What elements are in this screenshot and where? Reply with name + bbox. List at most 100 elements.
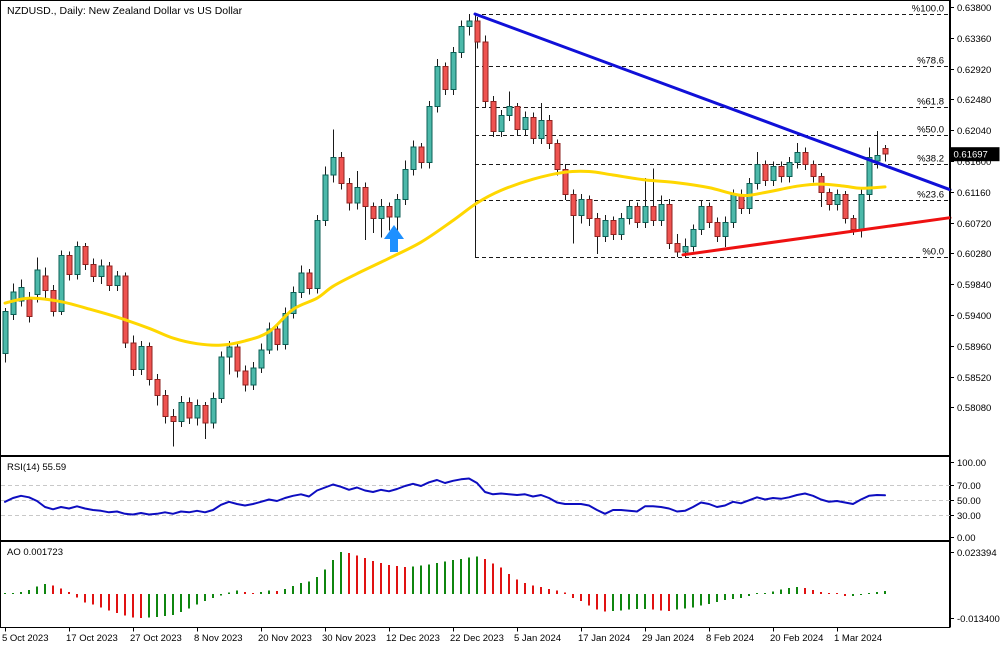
date-axis-label: 8 Nov 2023: [194, 633, 243, 644]
candle: [602, 214, 609, 243]
candle: [194, 399, 201, 426]
candle-body-bear: [610, 220, 617, 235]
candle: [522, 111, 529, 136]
candle: [698, 200, 705, 236]
rsi-panel[interactable]: 100.00 70.00 50.00 30.00 0.00: [1, 458, 986, 544]
candle-body-bull: [578, 199, 585, 217]
candle-body-bull: [626, 206, 633, 219]
candle-body-bull: [298, 272, 305, 294]
price-axis-label: 0.63360: [957, 34, 991, 45]
candle: [138, 340, 145, 376]
fib-level-label: %61.8: [917, 97, 944, 108]
candle: [330, 129, 337, 183]
candle: [786, 156, 793, 183]
candle-body-bear: [338, 157, 345, 184]
candle-body-bear: [714, 222, 721, 238]
candle-body-bull: [282, 313, 289, 345]
date-axis[interactable]: 5 Oct 2023 17 Oct 2023 27 Oct 2023 8 Nov 20…: [2, 627, 882, 645]
candle-body-bull: [786, 161, 793, 177]
candle: [666, 198, 673, 250]
candle: [498, 109, 505, 138]
candle-body-bull: [722, 222, 729, 238]
candle-body-bull: [426, 105, 433, 163]
candle-body-bear: [106, 265, 113, 287]
candle-body-bear: [234, 346, 241, 372]
candle: [106, 261, 113, 292]
candle-body-bull: [290, 292, 297, 315]
candle-body-bear: [42, 275, 49, 291]
candle-body-bull: [178, 402, 185, 422]
candle-body-bear: [202, 404, 209, 424]
candle: [314, 214, 321, 294]
candle-body-bear: [810, 164, 817, 177]
candle: [690, 224, 697, 252]
candle: [162, 389, 169, 424]
date-axis-label: 17 Jan 2024: [578, 633, 630, 644]
date-axis-label: 12 Dec 2023: [386, 633, 440, 644]
candle-body-bull: [690, 229, 697, 247]
candle: [562, 163, 569, 201]
candle: [394, 193, 401, 234]
candle: [266, 322, 273, 355]
candle: [178, 396, 185, 427]
candle-body-bull: [618, 217, 625, 235]
trendline-ascending-support[interactable]: [681, 216, 952, 257]
candle: [242, 365, 249, 392]
moving-average-line[interactable]: [3, 169, 887, 347]
candles-layer: [2, 14, 889, 447]
buy-arrow-icon[interactable]: [384, 225, 404, 252]
rsi-panel-border: [0, 456, 950, 541]
candle-body-bear: [530, 117, 537, 140]
date-axis-label: 20 Feb 2024: [770, 633, 823, 644]
candle-body-bull: [98, 265, 105, 277]
candle-body-bear: [850, 217, 857, 231]
candle: [490, 95, 497, 138]
candle: [530, 112, 537, 145]
candle-body-bull: [602, 220, 609, 238]
candle: [298, 265, 305, 299]
candle: [402, 160, 409, 206]
candle: [378, 198, 385, 238]
candle-body-bull: [378, 206, 385, 219]
trendline-descending-resistance[interactable]: [473, 12, 952, 192]
candle-body-bull: [266, 328, 273, 351]
candle: [42, 267, 49, 299]
candle-body-bear: [842, 194, 849, 219]
date-axis-label: 27 Oct 2023: [130, 633, 182, 644]
candle: [234, 342, 241, 378]
candle: [426, 100, 433, 169]
date-axis-label: 20 Nov 2023: [258, 633, 312, 644]
candle-body-bear: [570, 194, 577, 217]
candle-body-bull: [874, 154, 881, 162]
candle: [570, 189, 577, 244]
candle: [74, 241, 81, 280]
current-price-value: 0.61697: [954, 150, 988, 161]
candle-body-bull: [730, 194, 737, 224]
candle-body-bull: [194, 404, 201, 419]
candle: [258, 343, 265, 374]
candle-body-bear: [514, 105, 521, 131]
candle-body-bull: [218, 356, 225, 399]
price-axis-label: 0.59840: [957, 280, 991, 291]
candle: [762, 160, 769, 187]
candle-body-bear: [802, 152, 809, 166]
candle: [514, 102, 521, 136]
candle: [714, 217, 721, 243]
candle-body-bull: [770, 166, 777, 182]
candle: [250, 361, 257, 390]
candle-body-bull: [458, 26, 465, 53]
candle-body-bear: [706, 206, 713, 224]
candle: [818, 172, 825, 208]
candle-body-bear: [674, 243, 681, 253]
price-axis[interactable]: 0.63800 0.63360 0.62920 0.62480 0.62040 0.616…: [950, 0, 991, 628]
candle-body-bull: [506, 105, 513, 117]
rsi-axis-label: 30.00: [957, 511, 981, 522]
candle-body-bear: [146, 346, 153, 380]
fib-level-label: %0.0: [922, 247, 944, 258]
candle: [770, 161, 777, 187]
fib-level-label: %38.2: [917, 154, 944, 165]
candle: [82, 242, 89, 271]
candle: [450, 46, 457, 96]
fib-retracement[interactable]: %100.0 %78.6 %61.8 %50.0 %38.2 %23.6 %0.0: [475, 4, 950, 258]
